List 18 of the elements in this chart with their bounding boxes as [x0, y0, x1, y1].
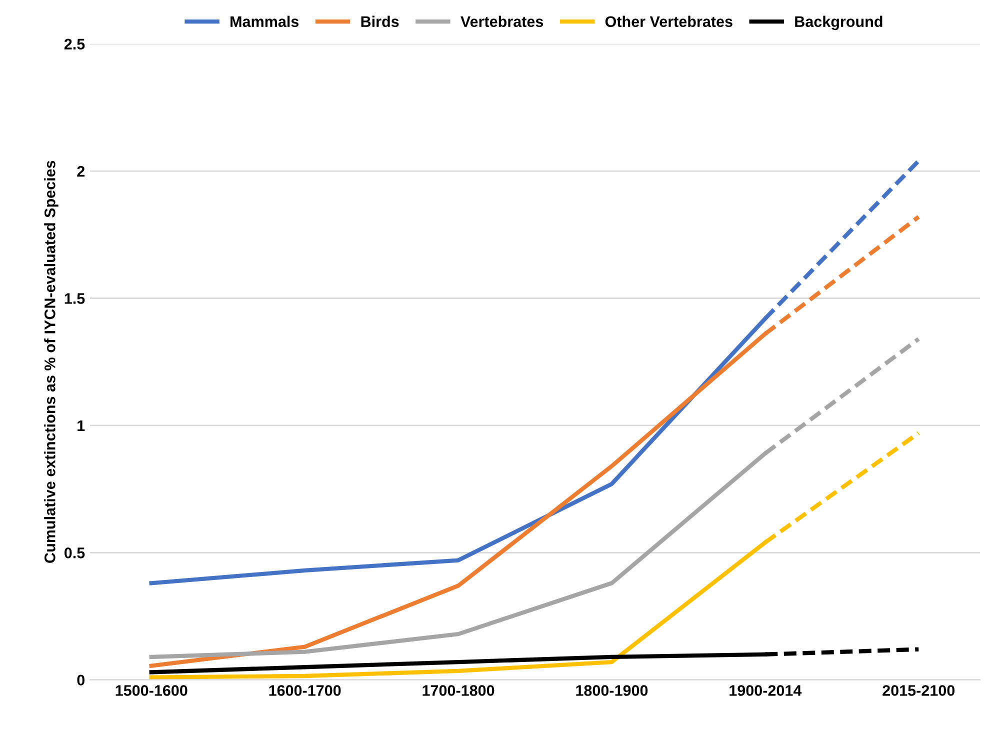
y-tick-label: 2.5 — [64, 38, 85, 50]
legend-label: Other Vertebrates — [605, 16, 732, 28]
x-tick-label: 1700-1800 — [422, 685, 494, 696]
legend-label: Mammals — [230, 16, 299, 28]
y-tick-label: 2 — [77, 166, 85, 177]
x-tick-label: 1600-1700 — [269, 685, 341, 696]
x-tick-label: 1900-2014 — [730, 685, 802, 696]
y-tick-label: 1 — [78, 420, 85, 431]
x-tick-label: 1800-1900 — [576, 685, 648, 696]
y-axis-title: Cumulative extinctions as % of IYCN-evaluated Species — [44, 160, 58, 563]
y-tick-label: 0.5 — [64, 548, 85, 558]
y-tick-label: 0 — [77, 674, 85, 686]
legend-label: Birds — [361, 16, 399, 28]
x-tick-label: 1500-1600 — [116, 685, 188, 696]
legend-label: Background — [795, 16, 882, 30]
y-tick-label: 1.5 — [64, 293, 85, 304]
legend-label: Vertebrates — [460, 16, 544, 28]
x-tick-label: 2015-2100 — [882, 685, 955, 696]
